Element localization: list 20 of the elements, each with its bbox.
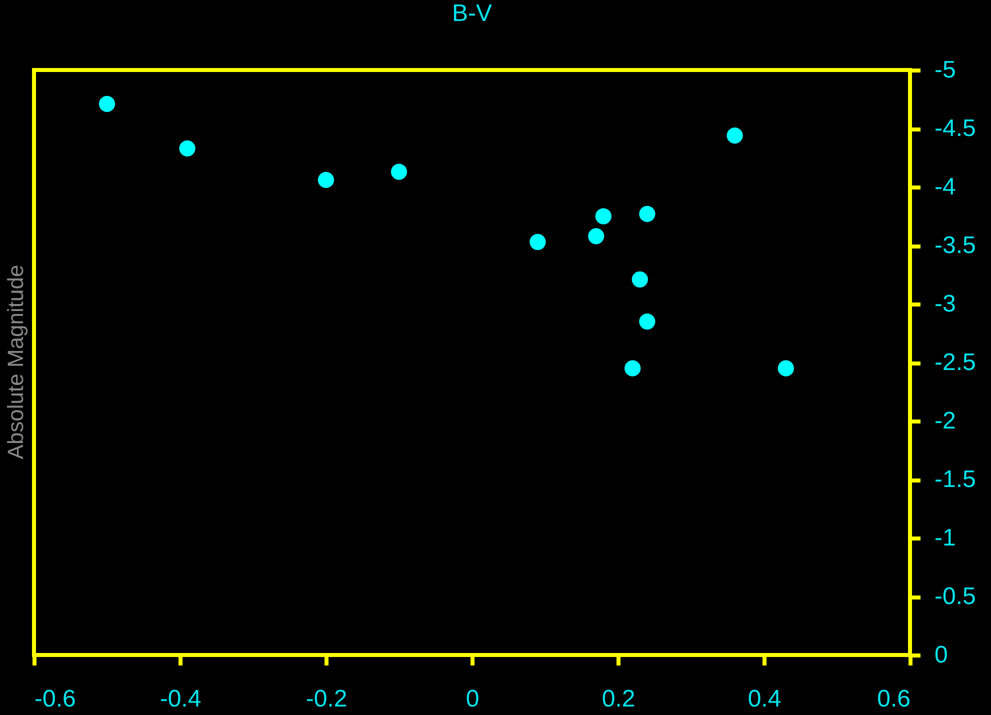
x-tick-label: 0 bbox=[466, 686, 480, 712]
y-tick-label: -5 bbox=[934, 56, 956, 84]
x-tick-label: -0.2 bbox=[306, 686, 348, 712]
y-tick-label: -1 bbox=[934, 524, 956, 552]
x-tick-label: 0.6 bbox=[877, 686, 910, 712]
x-tick-label: -0.4 bbox=[160, 686, 202, 712]
y-tick-label: -0.5 bbox=[934, 583, 976, 610]
x-tick-label: 0.2 bbox=[602, 686, 636, 712]
y-tick-label: -2 bbox=[934, 408, 956, 434]
x-tick-label: -0.6 bbox=[34, 686, 76, 712]
chart-title: B-V bbox=[452, 0, 492, 27]
y-tick-label: -2.5 bbox=[934, 349, 976, 376]
y-tick-label: 0 bbox=[934, 642, 948, 668]
y-tick-label: -3.5 bbox=[934, 232, 976, 259]
y-tick-label: -4 bbox=[934, 174, 956, 200]
y-axis-title: Absolute Magnitude bbox=[3, 264, 28, 460]
y-tick-label: -3 bbox=[934, 290, 956, 318]
y-tick-label: -4.5 bbox=[934, 115, 976, 142]
y-tick-label: -1.5 bbox=[934, 466, 976, 493]
x-tick-label: 0.4 bbox=[748, 686, 782, 712]
